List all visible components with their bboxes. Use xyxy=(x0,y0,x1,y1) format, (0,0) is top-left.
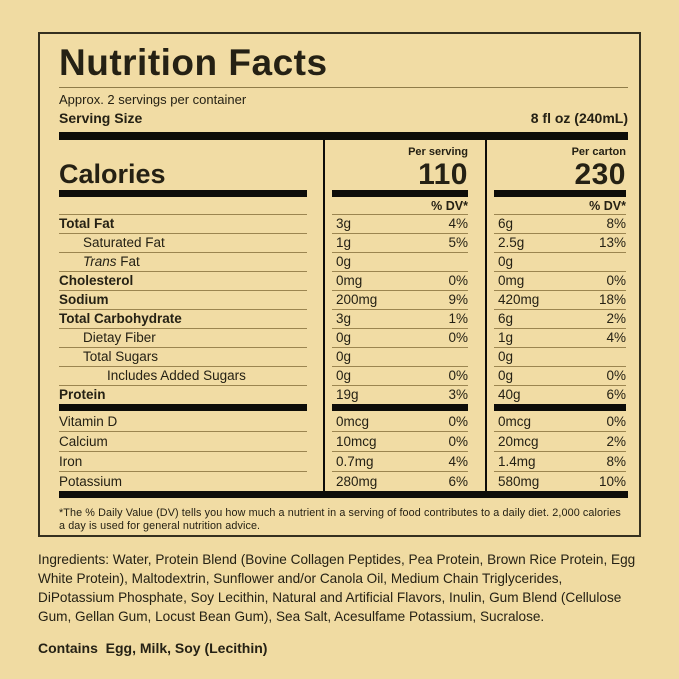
calories-label: Calories xyxy=(59,159,166,189)
nutrient-name: Saturated Fat xyxy=(59,233,323,252)
calories-band: Calories Per serving 110 Per carton 230 xyxy=(59,140,628,190)
value-cell: 3g 1% xyxy=(323,309,485,328)
value-cell: 1g 5% xyxy=(323,233,485,252)
bar-cell xyxy=(485,190,628,197)
servings-per-container: Approx. 2 servings per container xyxy=(59,92,247,107)
dv-header-serving: % DV* xyxy=(323,197,485,214)
value-cell: 0g xyxy=(323,252,485,271)
nutrient-name: Total Carbohydrate xyxy=(59,309,323,328)
table-row: Vitamin D 0mcg 0% 0mcg 0% xyxy=(59,411,628,431)
value-cell: 19g 3% xyxy=(323,385,485,404)
value-cell: 580mg 10% xyxy=(485,471,628,491)
value-cell: 2.5g 13% xyxy=(485,233,628,252)
table-row: Potassium 280mg 6% 580mg 10% xyxy=(59,471,628,491)
table-row: Saturated Fat 1g 5% 2.5g 13% xyxy=(59,233,628,252)
value-cell: 0.7mg 4% xyxy=(323,451,485,471)
value-cell: 0g 0% xyxy=(323,328,485,347)
per-carton-label: Per carton xyxy=(571,146,626,158)
value-cell: 0mcg 0% xyxy=(323,411,485,431)
value-cell: 0mg 0% xyxy=(323,271,485,290)
protein-underline-band xyxy=(59,404,628,411)
value-cell: 0g 0% xyxy=(485,366,628,385)
ingredients-text: Ingredients: Water, Protein Blend (Bovin… xyxy=(38,552,636,624)
calories-cell: Calories xyxy=(59,140,323,190)
footer-thick-bar xyxy=(59,491,628,498)
nutrition-facts-panel: Nutrition Facts Approx. 2 servings per c… xyxy=(38,32,641,537)
nutrient-rows: Total Fat 3g 4% 6g 8% Saturated Fat 1g 5% 2.5g 13… xyxy=(59,214,628,404)
nutrient-name: Dietay Fiber xyxy=(59,328,323,347)
per-carton-calories-value: 230 xyxy=(574,158,626,191)
per-serving-label: Per serving xyxy=(408,146,468,158)
value-cell: 20mcg 2% xyxy=(485,431,628,451)
per-serving-calories-cell: Per serving 110 xyxy=(323,140,485,190)
nutrient-name: Total Sugars xyxy=(59,347,323,366)
per-carton-calories-cell: Per carton 230 xyxy=(485,140,628,190)
value-cell: 0g xyxy=(323,347,485,366)
table-row: Iron 0.7mg 4% 1.4mg 8% xyxy=(59,451,628,471)
table-row: Dietay Fiber 0g 0% 1g 4% xyxy=(59,328,628,347)
bar-cell xyxy=(59,190,323,197)
value-cell: 6g 8% xyxy=(485,214,628,233)
value-cell: 420mg 18% xyxy=(485,290,628,309)
serving-size-value: 8 fl oz (240mL) xyxy=(530,110,628,126)
per-serving-calories-value: 110 xyxy=(418,158,468,191)
nutrient-name: Trans Fat xyxy=(59,252,323,271)
bar-cell xyxy=(485,404,628,411)
header-thick-bar xyxy=(59,132,628,140)
table-row: Trans Fat 0g 0g xyxy=(59,252,628,271)
daily-value-footnote: *The % Daily Value (DV) tells you how mu… xyxy=(59,507,621,532)
table-row: Sodium 200mg 9% 420mg 18% xyxy=(59,290,628,309)
value-cell: 280mg 6% xyxy=(323,471,485,491)
nutrient-name: Iron xyxy=(59,451,323,471)
value-cell: 0g 0% xyxy=(323,366,485,385)
value-cell: 0mg 0% xyxy=(485,271,628,290)
nutrient-name: Calcium xyxy=(59,431,323,451)
table-row: Protein 19g 3% 40g 6% xyxy=(59,385,628,404)
allergen-contains-text: Contains Egg, Milk, Soy (Lecithin) xyxy=(38,640,268,656)
empty-cell xyxy=(59,197,323,214)
value-cell: 0g xyxy=(485,252,628,271)
value-cell: 10mcg 0% xyxy=(323,431,485,451)
bar-cell xyxy=(59,404,323,411)
value-cell: 40g 6% xyxy=(485,385,628,404)
bar-cell xyxy=(323,404,485,411)
value-cell: 1g 4% xyxy=(485,328,628,347)
value-cell: 1.4mg 8% xyxy=(485,451,628,471)
page-title: Nutrition Facts xyxy=(59,42,328,83)
serving-size-row: Serving Size 8 fl oz (240mL) xyxy=(59,110,628,127)
title-divider xyxy=(59,87,628,88)
dv-header-band: % DV* % DV* xyxy=(59,197,628,214)
nutrient-name: Total Fat xyxy=(59,214,323,233)
value-cell: 3g 4% xyxy=(323,214,485,233)
nutrient-name: Vitamin D xyxy=(59,413,118,429)
value-cell: 6g 2% xyxy=(485,309,628,328)
vitamin-rows: Vitamin D 0mcg 0% 0mcg 0% Calcium 10mcg 0% 20mcg… xyxy=(59,411,628,491)
table-row: Cholesterol 0mg 0% 0mg 0% xyxy=(59,271,628,290)
nutrient-name: Cholesterol xyxy=(59,271,323,290)
table-row: Calcium 10mcg 0% 20mcg 2% xyxy=(59,431,628,451)
value-cell: 200mg 9% xyxy=(323,290,485,309)
calories-underline-band xyxy=(59,190,628,197)
table-row: Total Carbohydrate 3g 1% 6g 2% xyxy=(59,309,628,328)
serving-size-label: Serving Size xyxy=(59,110,143,126)
nutrient-name: Protein xyxy=(59,385,323,404)
table-row: Total Fat 3g 4% 6g 8% xyxy=(59,214,628,233)
table-row: Includes Added Sugars 0g 0% 0g 0% xyxy=(59,366,628,385)
value-cell: 0g xyxy=(485,347,628,366)
table-row: Total Sugars 0g 0g xyxy=(59,347,628,366)
value-cell: 0mcg 0% xyxy=(485,411,628,431)
nutrient-name: Includes Added Sugars xyxy=(59,366,323,385)
nutrient-name: Potassium xyxy=(59,471,323,491)
nutrition-table: Calories Per serving 110 Per carton 230 xyxy=(59,140,628,491)
nutrient-name: Sodium xyxy=(59,290,323,309)
dv-header-carton: % DV* xyxy=(485,197,628,214)
bar-cell xyxy=(323,190,485,197)
